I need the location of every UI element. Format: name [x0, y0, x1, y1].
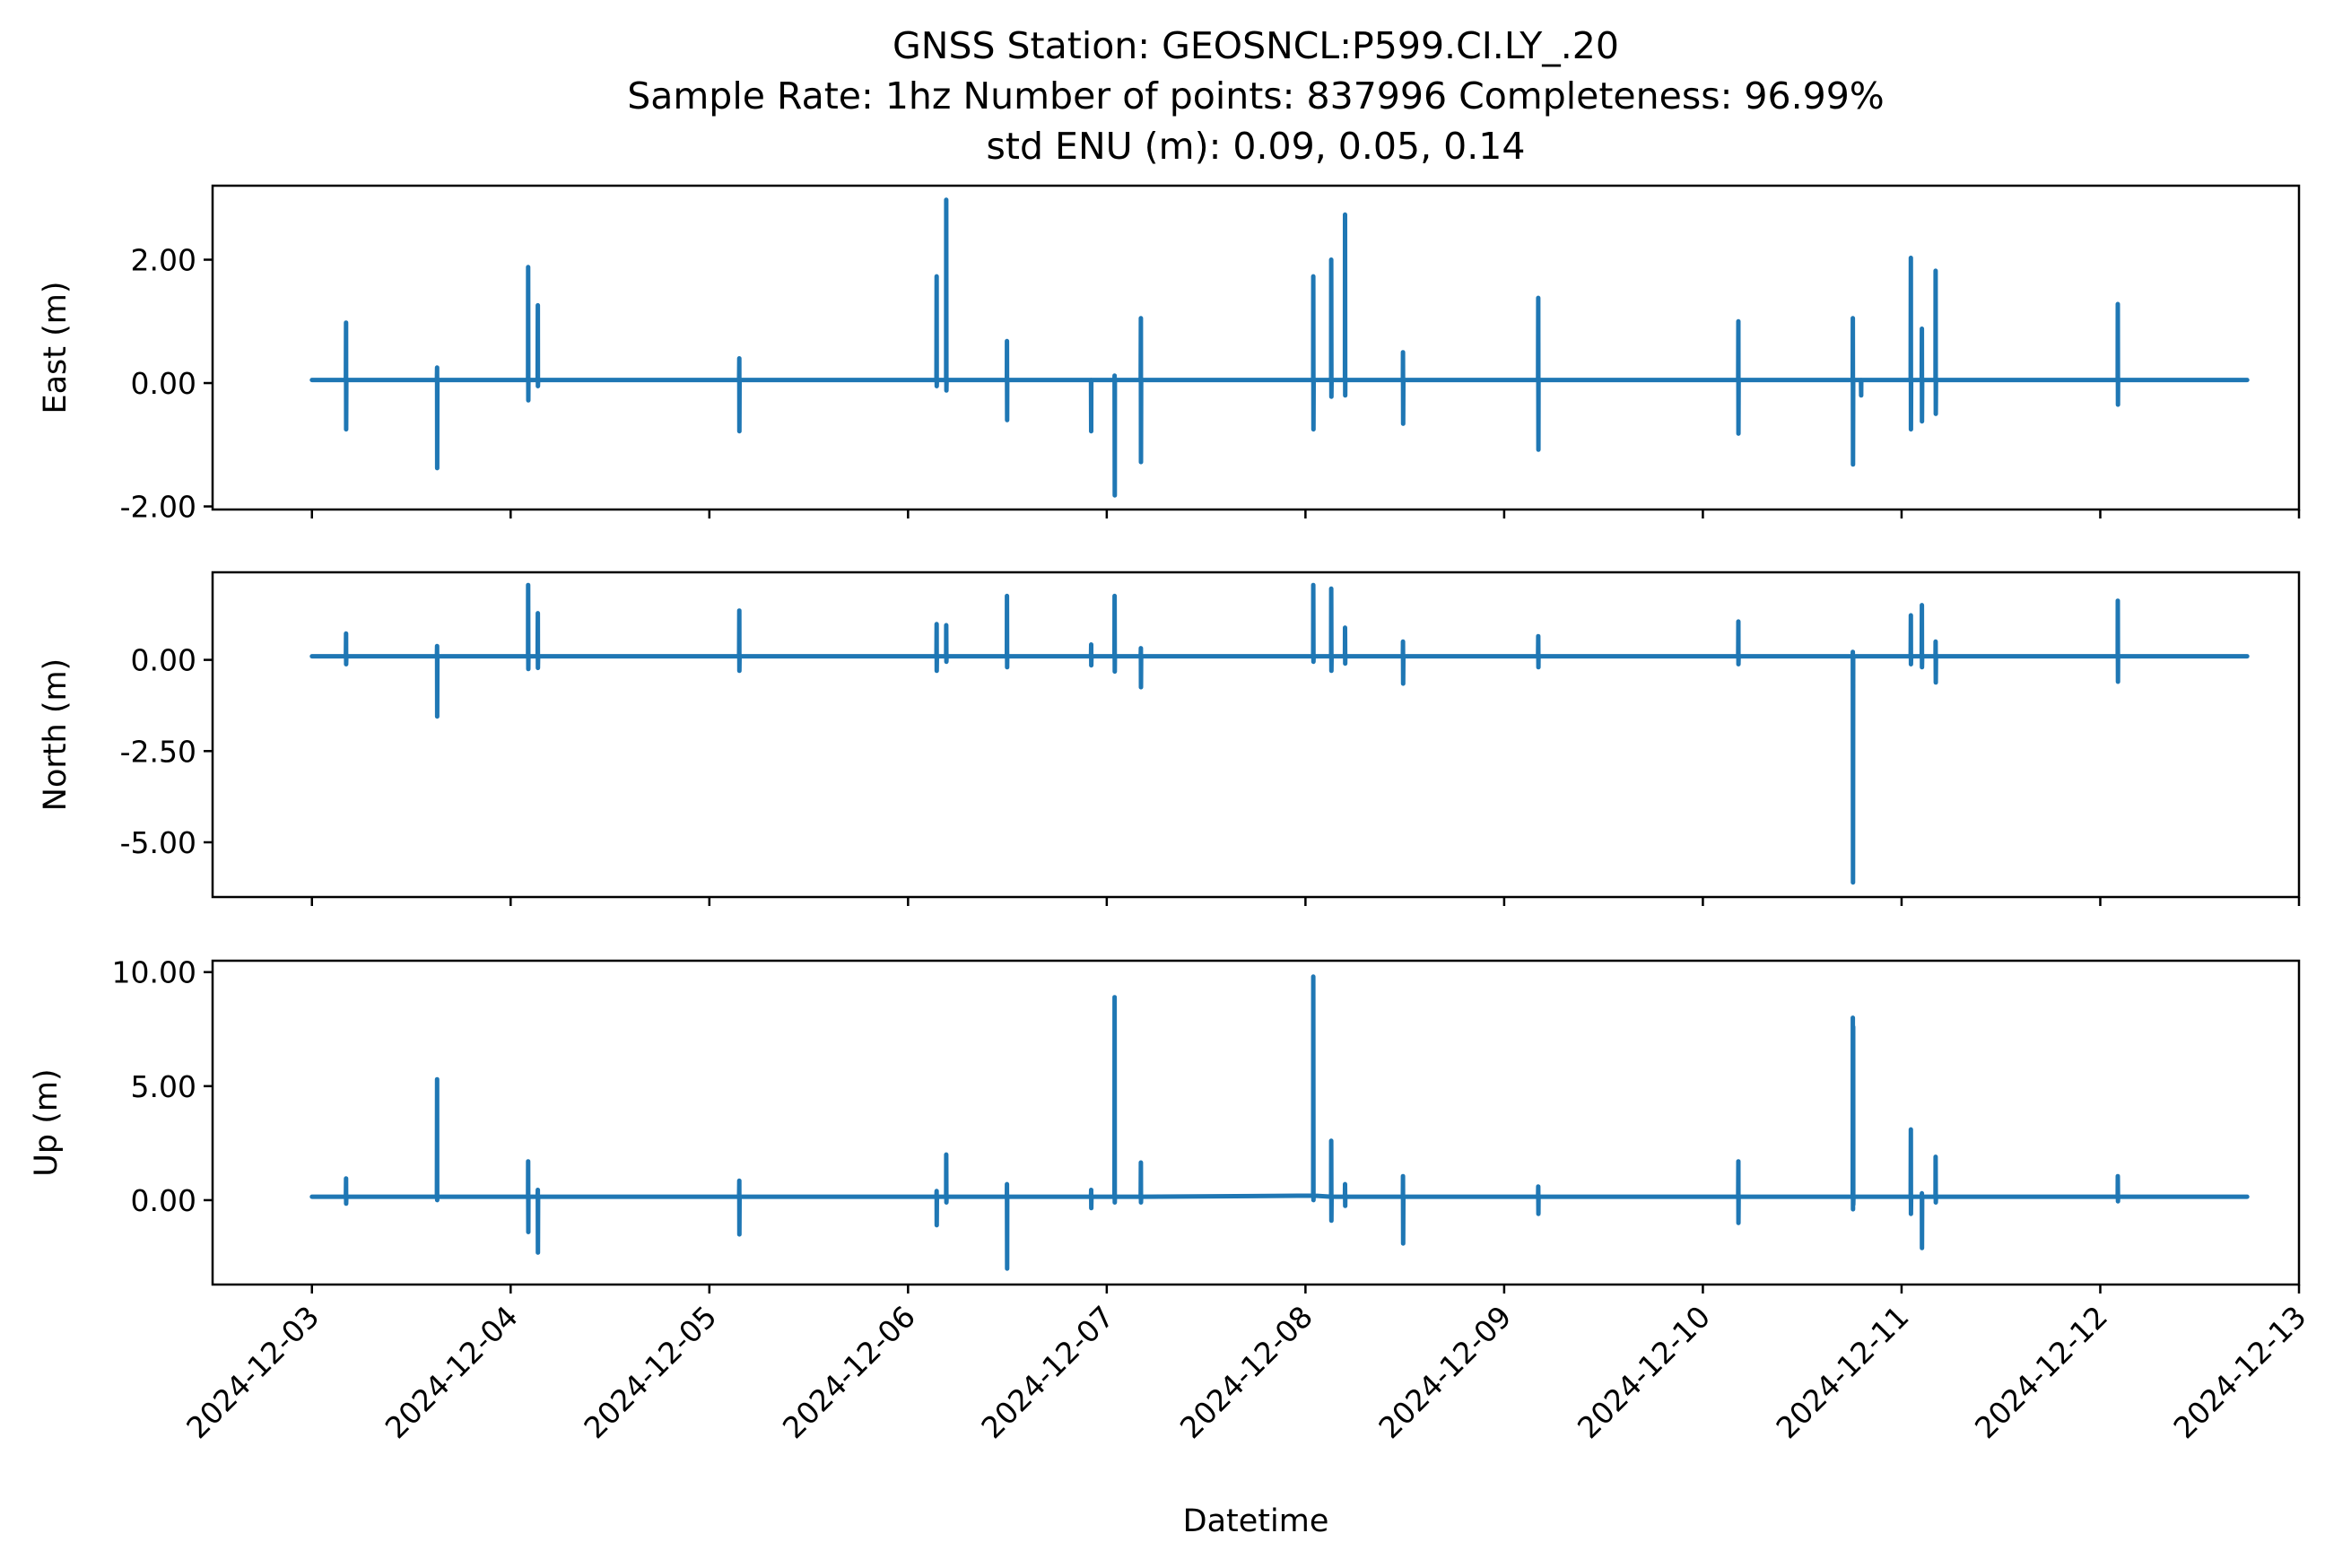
x-tick-label: 2024-12-10: [1571, 1299, 1717, 1445]
north-y-tick-label: -2.50: [120, 734, 196, 769]
x-tick-label: 2024-12-03: [179, 1299, 326, 1445]
x-tick-label: 2024-12-08: [1173, 1299, 1319, 1445]
north-y-tick-label: 0.00: [131, 643, 196, 678]
east-panel: 2.00 0.00 -2.00 East (m): [38, 184, 2301, 525]
north-y-tick-label: -5.00: [120, 825, 196, 860]
x-tick-label: 2024-12-07: [974, 1299, 1120, 1445]
x-tick-label: 2024-12-13: [2166, 1299, 2312, 1445]
x-tick-label: 2024-12-05: [577, 1299, 723, 1445]
up-y-axis-label: Up (m): [29, 1068, 65, 1176]
panels: 2.00 0.00 -2.00 East (m) 0.00 -2.50 -5.00 North…: [29, 184, 2301, 1294]
east-axes-frame: [211, 184, 2301, 511]
x-tick-label: 2024-12-04: [379, 1299, 525, 1445]
title-line-2: Sample Rate: 1hz Number of points: 83799…: [627, 74, 1885, 118]
east-y-tick-label: 0.00: [131, 366, 196, 401]
north-axes-frame: [211, 571, 2301, 899]
up-panel: 10.00 5.00 0.00 Up (m): [29, 955, 2301, 1294]
up-y-tick-label: 5.00: [131, 1069, 196, 1104]
up-series-line: [309, 974, 2250, 1271]
east-y-tick-label: -2.00: [120, 490, 196, 525]
x-tick-label: 2024-12-12: [1968, 1299, 2114, 1445]
x-axis: 2024-12-03 2024-12-04 2024-12-05 2024-12-06…: [179, 1299, 2312, 1445]
title-line-3: std ENU (m): 0.09, 0.05, 0.14: [987, 125, 1526, 168]
x-tick-label: 2024-12-11: [1769, 1299, 1915, 1445]
up-y-tick-label: 10.00: [112, 955, 196, 990]
north-series-line: [309, 582, 2250, 885]
up-y-tick-label: 0.00: [131, 1183, 196, 1218]
north-panel: 0.00 -2.50 -5.00 North (m): [38, 571, 2301, 906]
figure-title: GNSS Station: GEOSNCL:P599.CI.LY_.20 Sam…: [627, 24, 1885, 168]
x-tick-label: 2024-12-06: [776, 1299, 922, 1445]
north-y-axis-label: North (m): [38, 658, 74, 811]
east-series-line: [309, 197, 2250, 498]
x-tick-label: 2024-12-09: [1371, 1299, 1518, 1445]
east-y-axis-label: East (m): [38, 281, 74, 414]
x-axis-label: Datetime: [1183, 1503, 1329, 1539]
east-y-tick-label: 2.00: [131, 243, 196, 278]
up-axes-frame: [211, 959, 2301, 1286]
title-line-1: GNSS Station: GEOSNCL:P599.CI.LY_.20: [893, 24, 1619, 67]
